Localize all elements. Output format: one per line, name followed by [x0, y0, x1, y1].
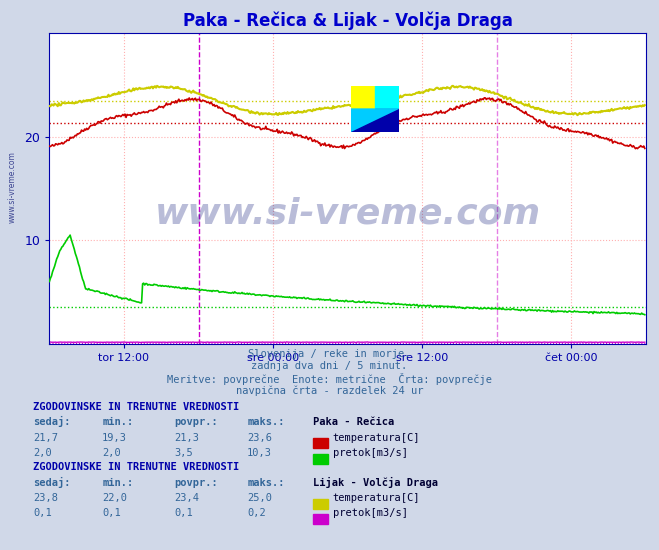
Text: Meritve: povprečne  Enote: metrične  Črta: povprečje: Meritve: povprečne Enote: metrične Črta:… — [167, 373, 492, 386]
Polygon shape — [351, 109, 399, 133]
Text: 19,3: 19,3 — [102, 432, 127, 443]
Bar — [351, 86, 375, 109]
Text: 0,1: 0,1 — [33, 508, 51, 519]
Text: povpr.:: povpr.: — [175, 417, 218, 427]
Text: Paka - Rečica: Paka - Rečica — [313, 417, 394, 427]
Text: ZGODOVINSKE IN TRENUTNE VREDNOSTI: ZGODOVINSKE IN TRENUTNE VREDNOSTI — [33, 402, 239, 412]
Text: 2,0: 2,0 — [102, 448, 121, 458]
Text: pretok[m3/s]: pretok[m3/s] — [333, 448, 408, 458]
Text: Lijak - Volčja Draga: Lijak - Volčja Draga — [313, 477, 438, 488]
Text: 23,6: 23,6 — [247, 432, 272, 443]
Text: povpr.:: povpr.: — [175, 477, 218, 488]
Text: ZGODOVINSKE IN TRENUTNE VREDNOSTI: ZGODOVINSKE IN TRENUTNE VREDNOSTI — [33, 462, 239, 472]
Text: temperatura[C]: temperatura[C] — [333, 432, 420, 443]
Text: pretok[m3/s]: pretok[m3/s] — [333, 508, 408, 519]
Text: 21,7: 21,7 — [33, 432, 58, 443]
Polygon shape — [351, 109, 399, 133]
Text: 3,5: 3,5 — [175, 448, 193, 458]
Text: 23,8: 23,8 — [33, 493, 58, 503]
Text: 22,0: 22,0 — [102, 493, 127, 503]
Text: min.:: min.: — [102, 417, 133, 427]
Text: 0,1: 0,1 — [175, 508, 193, 519]
Text: www.si-vreme.com: www.si-vreme.com — [8, 151, 17, 223]
Bar — [375, 86, 399, 109]
Text: Slovenija / reke in morje.: Slovenija / reke in morje. — [248, 349, 411, 359]
Text: 2,0: 2,0 — [33, 448, 51, 458]
Text: temperatura[C]: temperatura[C] — [333, 493, 420, 503]
Polygon shape — [375, 109, 399, 133]
Text: 0,2: 0,2 — [247, 508, 266, 519]
Text: sedaj:: sedaj: — [33, 477, 71, 488]
Text: 10,3: 10,3 — [247, 448, 272, 458]
Text: 0,1: 0,1 — [102, 508, 121, 519]
Text: 23,4: 23,4 — [175, 493, 200, 503]
Text: maks.:: maks.: — [247, 417, 285, 427]
Polygon shape — [351, 109, 375, 133]
Text: 21,3: 21,3 — [175, 432, 200, 443]
Text: navpična črta - razdelek 24 ur: navpična črta - razdelek 24 ur — [236, 386, 423, 396]
Text: zadnja dva dni / 5 minut.: zadnja dva dni / 5 minut. — [251, 361, 408, 371]
Title: Paka - Rečica & Lijak - Volčja Draga: Paka - Rečica & Lijak - Volčja Draga — [183, 12, 513, 30]
Text: 25,0: 25,0 — [247, 493, 272, 503]
Text: www.si-vreme.com: www.si-vreme.com — [155, 196, 540, 230]
Text: maks.:: maks.: — [247, 477, 285, 488]
Text: min.:: min.: — [102, 477, 133, 488]
Text: sedaj:: sedaj: — [33, 416, 71, 427]
